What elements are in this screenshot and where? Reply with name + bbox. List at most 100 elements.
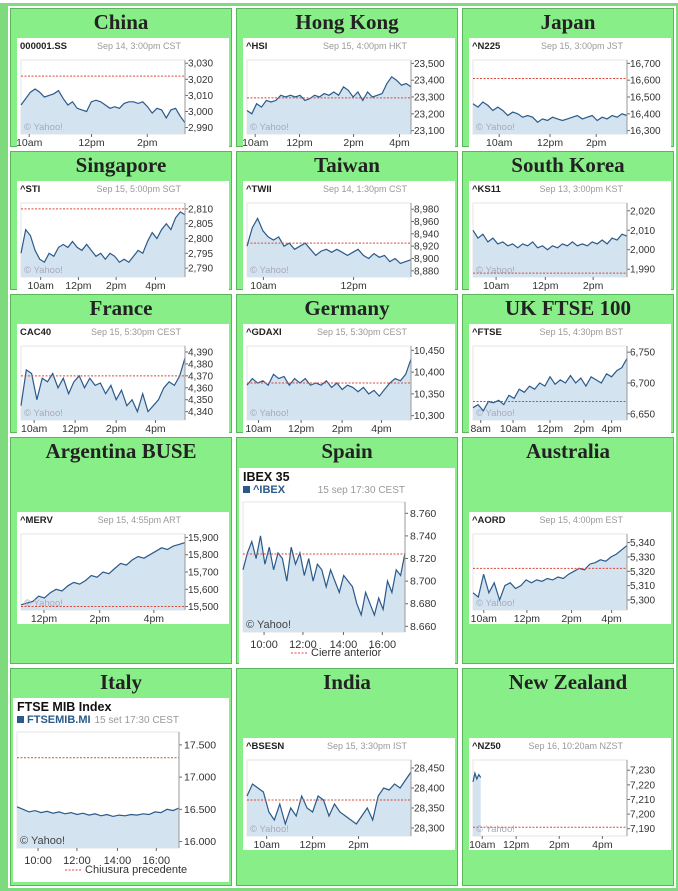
x-tick-label: 2pm <box>137 137 158 148</box>
market-title: Taiwan <box>314 153 380 177</box>
y-tick-label: 16,500 <box>630 93 661 104</box>
y-tick-label: 10,350 <box>414 389 445 400</box>
chart-svg: ^AORD Sep 15, 4:00pm EST 5,340 5,330 5,320 5,… <box>471 515 656 624</box>
yahoo-watermark: © Yahoo! <box>476 824 515 835</box>
x-tick-label: 12pm <box>31 613 58 624</box>
price-line <box>246 75 412 115</box>
market-title: South Korea <box>511 153 625 177</box>
y-tick-label: 8,880 <box>414 266 439 277</box>
y-tick-label: 8.760 <box>410 508 436 520</box>
stock-chart[interactable]: CAC40 Sep 15, 5:30pm CEST 4,390 4,380 4,370 4… <box>17 324 229 434</box>
x-tick-label: 10am <box>28 280 55 291</box>
y-tick-label: 8,960 <box>414 217 439 228</box>
y-tick-label: 7,230 <box>630 766 655 777</box>
x-tick-label: 14:00 <box>104 855 132 867</box>
price-line <box>20 211 186 264</box>
x-tick-label: 2pm <box>561 613 582 624</box>
chart-timestamp: Sep 15, 3:00pm JST <box>541 41 624 51</box>
stock-chart[interactable]: FTSE MIB Index FTSEMIB.MI 15 set 17:30 CES… <box>13 698 229 882</box>
stock-chart[interactable]: ^AORD Sep 15, 4:00pm EST 5,340 5,330 5,320 5,… <box>469 512 671 624</box>
market-cell-south-korea: South Korea ^KS11 Sep 13, 3:00pm KST 2,020 2… <box>460 149 676 292</box>
chart-svg: ^STI Sep 15, 5:00pm SGT 2,810 2,805 2,800 2,7… <box>20 184 213 291</box>
price-line <box>472 101 628 123</box>
market-title: UK FTSE 100 <box>504 296 632 320</box>
x-tick-label: 10:00 <box>24 855 52 867</box>
x-tick-label: 4pm <box>389 137 410 148</box>
market-title: New Zealand <box>508 670 628 694</box>
yahoo-watermark: © Yahoo! <box>476 122 515 133</box>
x-tick-label: 10am <box>471 613 498 624</box>
stock-chart[interactable]: 000001.SS Sep 14, 3:00pm CST 3,030 3,020 3,0… <box>17 38 229 148</box>
x-tick-label: 2pm <box>586 137 607 148</box>
price-area <box>473 358 627 420</box>
y-tick-label: 15,900 <box>188 533 219 544</box>
x-tick-label: 10am <box>17 137 43 148</box>
x-tick-label: 2pm <box>574 423 595 434</box>
y-tick-label: 5,340 <box>630 538 655 549</box>
x-tick-label: 10am <box>469 839 496 850</box>
y-tick-label: 16.000 <box>184 836 216 848</box>
yahoo-watermark: © Yahoo! <box>476 408 515 419</box>
x-tick-label: 12:00 <box>289 639 317 651</box>
y-tick-label: 5,330 <box>630 552 655 563</box>
y-tick-label: 8,920 <box>414 242 439 253</box>
stock-chart[interactable]: ^NZ50 Sep 16, 10:20am NZST 7,230 7,220 7,210… <box>469 738 671 850</box>
stock-chart[interactable]: ^BSESN Sep 15, 3:30pm IST 28,450 28,400 28,3… <box>243 738 455 850</box>
stock-chart[interactable]: ^N225 Sep 15, 3:00pm JST 16,700 16,600 16,50… <box>469 38 671 148</box>
y-tick-label: 16,600 <box>630 76 661 87</box>
x-tick-label: 12pm <box>340 280 367 291</box>
y-tick-label: 8.660 <box>410 621 436 633</box>
chart-symbol: ^STI <box>20 184 40 195</box>
y-tick-label: 23,500 <box>414 59 445 70</box>
x-tick-label: 12pm <box>532 280 559 291</box>
stock-chart[interactable]: ^HSI Sep 15, 4:00pm HKT 23,500 23,400 23,300… <box>243 38 455 148</box>
price-line <box>472 358 628 412</box>
stock-chart[interactable]: ^KS11 Sep 13, 3:00pm KST 2,020 2,010 2,000 1,… <box>469 181 671 291</box>
yahoo-watermark: © Yahoo! <box>250 265 289 276</box>
yahoo-watermark: © Yahoo! <box>246 619 291 631</box>
stock-chart[interactable]: ^FTSE Sep 15, 4:30pm BST 6,750 6,700 6,650 8a… <box>469 324 671 434</box>
market-title: Australia <box>526 439 610 463</box>
y-tick-label: 23,300 <box>414 93 445 104</box>
chart-symbol: ^TWII <box>246 184 272 195</box>
y-tick-label: 2,790 <box>188 264 213 275</box>
x-tick-label: 10am <box>486 137 513 148</box>
y-tick-label: 1,990 <box>630 265 655 276</box>
yahoo-watermark: © Yahoo! <box>250 122 289 133</box>
chart-svg: CAC40 Sep 15, 5:30pm CEST4,3904,3804,3704… <box>20 327 213 434</box>
stock-chart[interactable]: IBEX 35 ^IBEX 15 sep 17:30 CEST 8.760 8.740 8… <box>239 468 455 665</box>
y-tick-label: 5,320 <box>630 567 655 578</box>
x-tick-label: 2pm <box>332 423 353 434</box>
stock-chart[interactable]: ^STI Sep 15, 5:00pm SGT 2,810 2,805 2,800 2,7… <box>17 181 229 291</box>
x-tick-label: 10am <box>483 280 510 291</box>
chart-timestamp: 15 set 17:30 CEST <box>95 715 180 726</box>
chart-svg: ^HSI Sep 15, 4:00pm HKT 23,500 23,400 23,300… <box>243 41 445 148</box>
stock-chart[interactable]: ^MERV Sep 15, 4:55pm ART 15,900 15,800 15,70… <box>17 512 229 624</box>
yahoo-watermark: © Yahoo! <box>20 835 65 847</box>
market-cell-argentina-buse: Argentina BUSE ^MERV Sep 15, 4:55pm ART 15,… <box>8 435 234 666</box>
y-tick-label: 8,980 <box>414 205 439 216</box>
y-tick-label: 7,190 <box>630 824 655 835</box>
chart-symbol: ^IBEX <box>253 484 286 496</box>
chart-svg: ^NZ50 Sep 16, 10:20am NZST 7,230 7,220 7,210… <box>469 741 655 850</box>
y-tick-label: 4,370 <box>188 371 213 382</box>
x-tick-label: 10am <box>21 423 48 434</box>
x-tick-label: 12pm <box>299 839 326 850</box>
price-area <box>17 806 179 848</box>
y-tick-label: 8.740 <box>410 530 436 542</box>
symbol-swatch <box>17 716 24 723</box>
price-line <box>472 229 628 251</box>
y-tick-label: 15,700 <box>188 568 219 579</box>
x-tick-label: 10am <box>243 137 269 148</box>
y-tick-label: 4,360 <box>188 383 213 394</box>
y-tick-label: 23,400 <box>414 76 445 87</box>
stock-chart[interactable]: ^GDAXI Sep 15, 5:30pm CEST 10,450 10,400 10,… <box>243 324 455 434</box>
y-tick-label: 4,350 <box>188 395 213 406</box>
price-area <box>473 230 627 277</box>
chart-svg: ^KS11 Sep 13, 3:00pm KST 2,020 2,010 2,000 1,… <box>472 184 655 291</box>
stock-chart[interactable]: ^TWII Sep 14, 1:30pm CST 8,980 8,960 8,940 8,… <box>243 181 455 291</box>
x-tick-label: 2pm <box>90 613 111 624</box>
price-area <box>243 535 405 632</box>
price-line <box>472 545 628 602</box>
